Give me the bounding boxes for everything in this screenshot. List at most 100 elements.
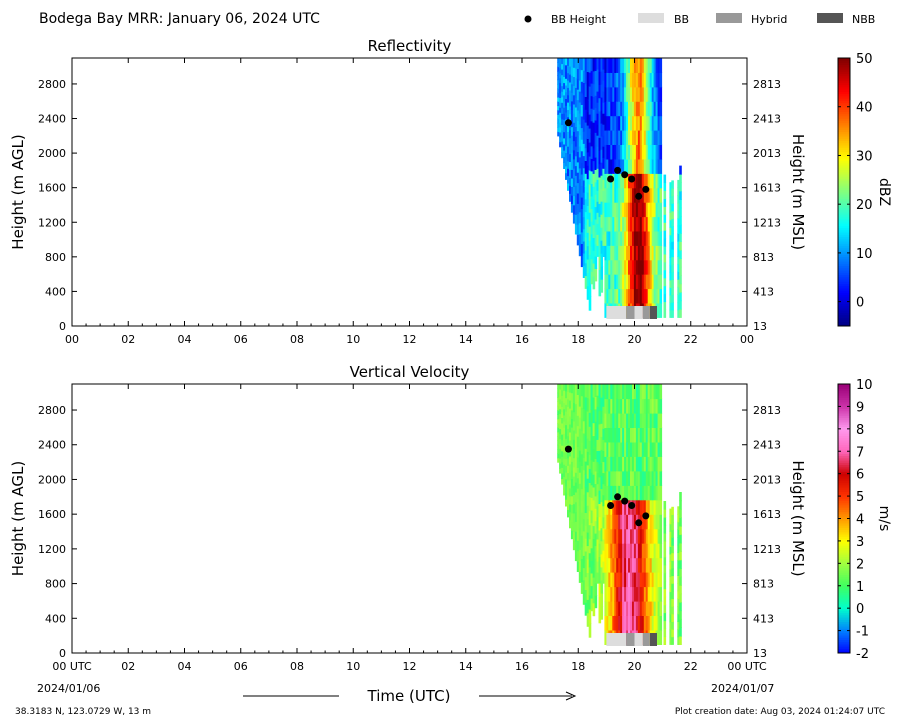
echo-cell [630,600,633,616]
echo-cell [567,80,570,88]
echo-cell [598,163,602,178]
echo-cell [598,137,602,151]
echo-cell [624,187,627,203]
echo-cell [630,115,633,131]
colorbar-step [838,243,850,246]
echo-cell [653,543,657,559]
echo-cell [557,431,560,437]
echo-cell [559,92,562,98]
colorbar-step [838,127,850,130]
echo-cell [604,187,607,203]
echo-cell [635,259,639,275]
echo-cell [649,485,653,501]
echo-cell [602,494,605,507]
echo-cell [618,230,621,246]
colorbar-step [838,500,850,504]
colorbar-step [838,209,850,213]
echo-cell [569,463,572,473]
echo-cell [561,434,564,441]
echo-cell [592,499,596,514]
echo-cell [570,409,574,419]
echo-cell [604,470,607,486]
echo-cell [584,435,588,449]
echo-cell [620,470,623,486]
bb-height-point [607,175,615,183]
echo-cell [622,202,625,218]
colorbar-step [838,484,850,488]
echo-cell [604,514,607,530]
colorbar-step [838,281,850,284]
echo-cell [651,115,655,131]
echo-cell [592,448,596,462]
echo-cell [584,122,588,136]
echo-cell [628,557,631,573]
echo-cell [594,533,598,547]
echo-cell [655,173,659,189]
echo-cell [602,505,605,518]
y-tick-label: 800 [45,578,66,591]
echo-cell [600,553,604,568]
echo-cell [632,72,635,88]
echo-cell [610,58,613,73]
echo-cell [582,555,586,569]
echo-cell [578,123,582,136]
echo-cell [557,414,560,420]
echo-cell [677,286,680,295]
echo-cell [651,412,655,428]
echo-cell [602,428,605,440]
echo-cell [669,621,672,630]
echo-cell [653,398,657,414]
echo-cell [582,70,586,83]
echo-cell [561,400,564,407]
echo-cell [594,582,598,596]
echo-cell [626,499,629,515]
echo-cell [659,384,663,400]
echo-cell [616,499,619,515]
echo-cell [596,483,600,496]
echo-cell [622,101,625,117]
echo-field [557,384,682,645]
echo-cell [645,216,649,232]
echo-cell [567,65,570,74]
echo-cell [677,552,680,561]
y-tick-label-right: 1613 [753,508,781,521]
echo-cell [586,437,590,452]
colorbar-step [838,592,850,596]
colorbar-step [838,480,850,484]
x-tick-label: 06 [234,660,248,673]
echo-cell [596,494,600,507]
colorbar-tick-label: 4 [856,513,864,528]
echo-cell [557,83,560,89]
echo-cell [602,168,605,180]
echo-cell [632,101,635,117]
echo-cell [632,441,635,457]
echo-cell [639,470,643,486]
echo-cell [576,224,580,235]
echo-cell [635,245,639,261]
echo-cell [677,598,680,607]
colorbar-step [838,392,850,396]
echo-cell [572,485,576,495]
echo-cell [637,441,641,457]
colorbar-tick-label: 8 [856,423,864,438]
colorbar-step [838,104,850,108]
echo-cell [614,259,617,275]
echo-cell [570,435,574,445]
echo-cell [651,259,655,275]
echo-cell [663,253,667,263]
echo-cell [594,157,598,170]
echo-cell [561,124,564,131]
echo-cell [659,586,663,602]
echo-cell [602,527,605,540]
panel-title: Vertical Velocity [350,363,470,381]
echo-cell [643,600,647,616]
echo-cell [659,101,663,117]
echo-cell [612,58,615,73]
echo-cell [649,245,653,261]
echo-cell [606,557,609,573]
echo-cell [622,158,625,174]
echo-cell [598,216,602,231]
x-tick-label: 14 [459,333,473,346]
echo-cell [604,441,607,457]
echo-cell [647,115,651,131]
